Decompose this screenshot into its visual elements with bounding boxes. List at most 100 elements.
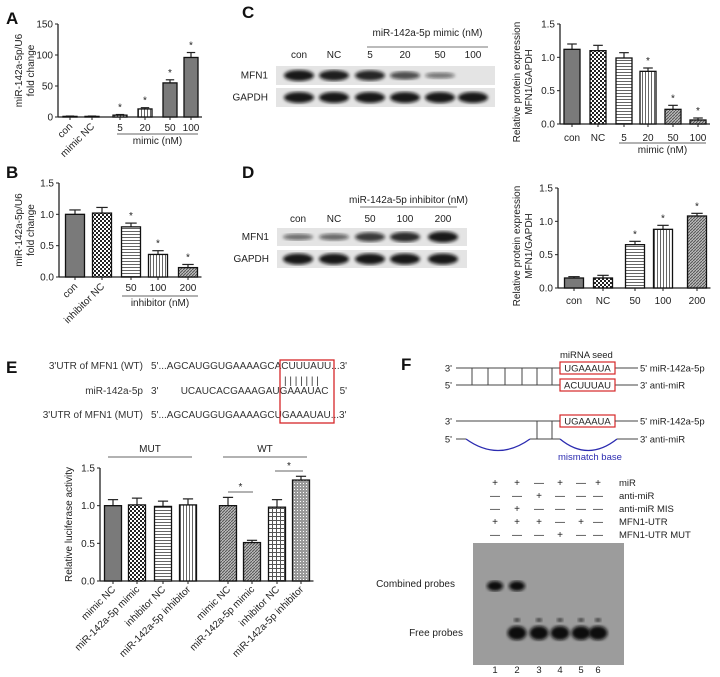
- x-tick-label: 200: [180, 283, 197, 294]
- row-label: GAPDH: [232, 93, 268, 104]
- protein-band: [458, 92, 488, 103]
- significance-star: *: [646, 56, 650, 67]
- seed-sequence: ACUUUAU: [564, 381, 611, 392]
- x-tick-label: 100: [655, 296, 672, 307]
- y-tick-label: 0.0: [539, 284, 553, 295]
- x-tick-label: con: [61, 281, 80, 300]
- condition-sign: —: [534, 478, 544, 489]
- protein-band: [284, 92, 314, 103]
- significance-star: *: [129, 211, 133, 222]
- free-probe-band: [550, 626, 570, 640]
- protein-band: [283, 253, 313, 265]
- lane-label: 20: [399, 50, 411, 61]
- blot-header: miR-142a-5p inhibitor (nM): [349, 195, 468, 206]
- panel-label-e: E: [6, 358, 17, 377]
- seed-sequence: UGAAAUA: [564, 364, 611, 375]
- lane-label: 200: [435, 214, 452, 225]
- bar: [615, 57, 633, 125]
- significance-star: *: [186, 252, 190, 263]
- faint-band: [557, 618, 563, 622]
- chart-b: 0.0 0.5 1.0 1.5 miR-142a-5p/U6 fold change con…: [14, 179, 202, 326]
- mismatch-arc: [465, 438, 531, 452]
- protein-band: [355, 253, 385, 265]
- y-tick-label: 0.5: [81, 539, 95, 550]
- x-tick-label: 100: [150, 283, 167, 294]
- condition-sign: +: [557, 478, 563, 489]
- seed-sequence: UGAAAUA: [564, 417, 611, 428]
- x-tick-label: 20: [642, 133, 654, 144]
- condition-sign: —: [576, 504, 586, 515]
- y-axis-label: miR-142a-5p/U6: [14, 193, 25, 267]
- y-tick-label: 1.0: [539, 217, 553, 228]
- faint-band: [578, 618, 584, 622]
- bar: [153, 505, 173, 582]
- sequence-label: miR-142a-5p: [85, 386, 143, 397]
- base-pairing: | | | | | | |: [284, 376, 319, 387]
- seed-label: miRNA seed: [560, 350, 613, 361]
- condition-sign: +: [492, 478, 498, 489]
- significance-star: *: [239, 482, 243, 493]
- bar: [689, 119, 707, 125]
- condition-label: MFN1-UTR: [619, 517, 668, 528]
- lane-number: 1: [492, 665, 497, 676]
- bar: [592, 277, 614, 289]
- y-tick-label: 1.5: [541, 20, 555, 31]
- group-label: mimic (nM): [133, 136, 182, 147]
- strand-end: 3': [445, 417, 452, 428]
- lane-number: 5: [578, 665, 583, 676]
- free-probe-band: [507, 626, 527, 640]
- y-tick-label: 0.5: [539, 250, 553, 261]
- condition-sign: —: [512, 530, 522, 541]
- condition-sign: +: [557, 530, 563, 541]
- bar: [589, 50, 607, 125]
- lane-label: NC: [327, 50, 341, 61]
- gel-image: [473, 543, 624, 665]
- y-tick-label: 1.5: [40, 179, 54, 190]
- faint-band: [514, 618, 520, 622]
- significance-star: *: [695, 201, 699, 212]
- y-tick-label: 1.0: [541, 53, 555, 64]
- lane-label: 5: [367, 50, 373, 61]
- lane-number: 3: [536, 665, 541, 676]
- group-label: MUT: [139, 444, 161, 455]
- band-label: Free probes: [409, 628, 463, 639]
- bar: [624, 244, 646, 289]
- bar: [664, 108, 682, 125]
- protein-band: [284, 70, 314, 81]
- significance-star: *: [696, 106, 700, 117]
- condition-sign: +: [492, 517, 498, 528]
- y-tick-label: 1.5: [81, 464, 95, 475]
- seed-highlight-box: [279, 359, 335, 424]
- condition-sign: —: [593, 517, 603, 528]
- condition-sign: +: [514, 517, 520, 528]
- protein-band: [390, 253, 420, 265]
- condition-sign: —: [490, 491, 500, 502]
- protein-band: [355, 70, 385, 81]
- condition-sign: —: [576, 478, 586, 489]
- blot-c: miR-142a-5p mimic (nM) con NC 5 20 50 100 MFN1 G…: [232, 28, 495, 107]
- combined-probe-band: [487, 581, 503, 591]
- mismatch-label: mismatch base: [558, 452, 622, 463]
- bar: [112, 114, 128, 118]
- protein-band: [428, 253, 458, 265]
- bar: [563, 48, 581, 125]
- condition-label: anti-miR: [619, 491, 655, 502]
- bar: [177, 266, 199, 278]
- condition-sign: +: [536, 491, 542, 502]
- panel-label-b: B: [6, 163, 18, 182]
- y-tick-label: 50: [42, 82, 54, 93]
- y-axis-label: fold change: [26, 204, 37, 256]
- bar: [563, 277, 585, 289]
- strand-end: 5': [445, 381, 452, 392]
- x-tick-label: 200: [689, 296, 706, 307]
- condition-sign: —: [534, 530, 544, 541]
- y-tick-label: 100: [36, 51, 53, 62]
- bar: [137, 108, 153, 118]
- protein-band: [283, 233, 313, 241]
- y-axis-label: MFN1/GAPDH: [524, 213, 535, 279]
- bar: [103, 505, 123, 582]
- bar: [84, 115, 100, 118]
- y-tick-label: 150: [36, 20, 53, 31]
